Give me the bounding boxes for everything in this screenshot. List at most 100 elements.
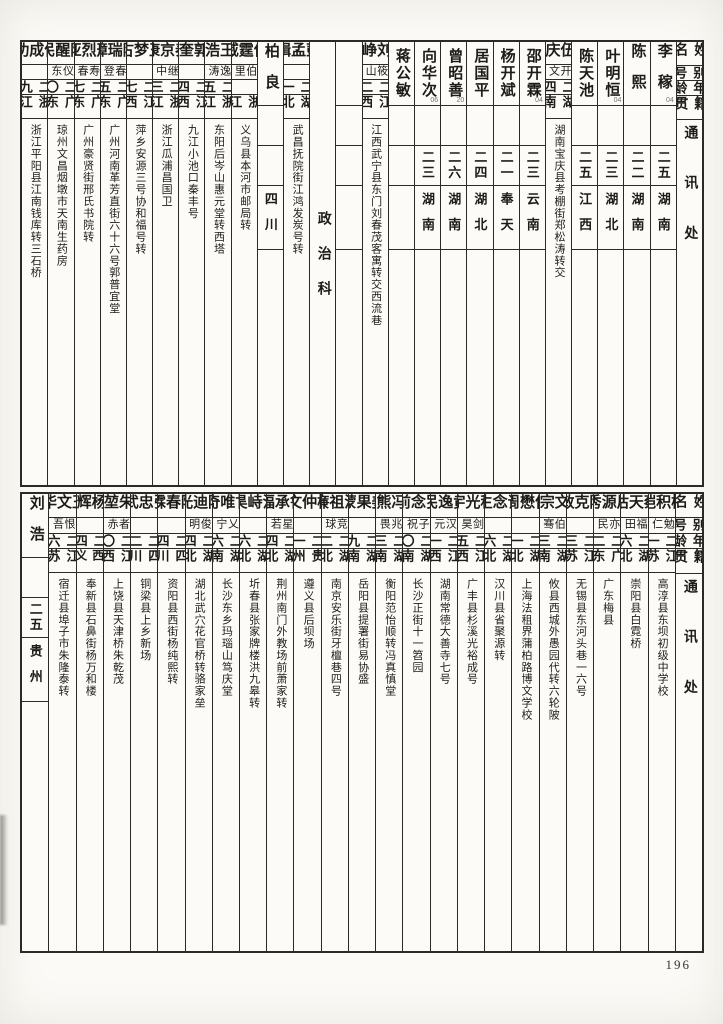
alias-cell: 者赤: [103, 518, 131, 534]
person-native-place: 湖南: [348, 548, 376, 574]
empty-cell: [336, 186, 362, 250]
person-address: 湖南宝庆县考棚街郑松涛转交: [552, 123, 565, 279]
person-alias: 亦民: [596, 518, 620, 531]
header-name-label: 姓名: [675, 494, 702, 519]
person-age: 二六: [485, 533, 512, 549]
person-age: 二四: [545, 80, 572, 96]
person-native-place: 湖北: [485, 548, 512, 574]
person-column: 陈瑞璋春登二五广东广州河南革芳直街六十六号郭普宜堂: [99, 42, 126, 485]
alias-cell: 汉元: [430, 518, 457, 534]
person-age: 二四: [179, 80, 205, 96]
age-cell: 二三: [539, 534, 566, 549]
person-name: 杨辉: [76, 494, 103, 519]
person-address: 铜梁县上乡新场: [138, 578, 151, 662]
person-native-place: 浙江: [153, 95, 179, 119]
address-cell: [467, 250, 492, 485]
person-alias: 恨吾: [51, 518, 76, 531]
name-cell: 邢烈亚: [74, 42, 100, 66]
name-cell: 郭奎: [179, 42, 205, 66]
age-cell: 二五: [572, 146, 598, 186]
person-age: 二二: [629, 150, 645, 181]
name-cell: 何霆威: [231, 42, 257, 66]
alias-cell: 筱山: [362, 65, 388, 81]
age-cell: 二六: [441, 146, 467, 186]
person-address: 广丰县杉溪光裕成号: [465, 578, 478, 685]
person-column: 程光宇剑昊二五江西广丰县杉溪光裕成号: [456, 494, 485, 951]
address-cell: 崇阳县白霓桥: [621, 573, 647, 951]
native-cell: 广东: [100, 95, 126, 119]
person-alias: 福田: [623, 518, 647, 531]
person-name: 李稼: [655, 42, 672, 105]
person-address: 无锡县东河头巷一六号: [574, 578, 587, 697]
person-address: 江西武宁县东门刘春茂客寓转交西流巷: [369, 123, 382, 326]
name-cell: 王浩: [205, 42, 231, 66]
person-alias: 仪东: [49, 65, 74, 78]
name-cell: 向华次 06: [414, 42, 441, 106]
person-column: 伍庆 开文 二四 湖南 湖南宝庆县考棚街郑松涛转交: [544, 42, 572, 485]
person-native-place: 湖南: [545, 95, 572, 119]
person-name: 曾昭善: [446, 48, 463, 99]
alias-cell: [485, 518, 512, 534]
person-native-place: 贵州: [294, 548, 321, 574]
person-column: 陈春霖二四四川资阳县西街杨纯熙转: [157, 494, 185, 951]
person-name: 何懋周: [512, 494, 538, 511]
alias-cell: [598, 106, 624, 146]
person-address: 南京安乐街牙檀巷四号: [329, 578, 342, 697]
name-cell: 刘峥: [362, 42, 388, 66]
native-cell: 湖北: [467, 186, 493, 250]
name-cell: 柏良: [257, 42, 283, 106]
person-name: 陈瑞璋: [101, 42, 126, 59]
name-cell: 洪峙昊: [240, 494, 267, 519]
person-age: 二二: [321, 533, 348, 549]
age-cell: 二六: [49, 534, 76, 549]
address-cell: 铜梁县上乡新场: [131, 573, 157, 951]
address-cell: 高淳县东坝初级中学校: [649, 573, 675, 951]
alias-cell: [22, 65, 48, 81]
person-age: 二四: [158, 533, 185, 549]
person-address: 上海法租界蒲柏路博文学校: [519, 578, 532, 721]
alias-cell: 俊明: [185, 518, 212, 534]
address-cell: 萍乡安源三号协和福号转: [127, 119, 152, 485]
alias-cell: [441, 106, 467, 146]
person-column: 陈迪光俊明二四湖北湖北武穴花官桥转骆家垒: [184, 494, 212, 951]
person-name: 周源秀: [594, 494, 620, 511]
age-cell: 二四: [267, 534, 294, 549]
person-age: 二三: [420, 150, 436, 181]
age-cell: 二一: [284, 80, 310, 96]
native-cell: 江西: [103, 549, 131, 574]
person-age: 二四: [472, 150, 488, 181]
header-alias-cell: 别号: [675, 518, 702, 534]
age-cell: 二七: [74, 80, 100, 96]
person-address: 九江小池口秦丰号: [186, 123, 199, 219]
person-column: 姜果蒙二九湖南岳阳县提署街易协盛: [347, 494, 376, 951]
alias-cell: [240, 518, 267, 534]
person-native-place: 浙江: [22, 95, 48, 119]
name-cell: 文宗: [539, 494, 566, 519]
person-address: 高淳县东坝初级中学校: [656, 578, 669, 697]
person-column: 甘唯奇乂宁二六湖南长沙东乡玛瑙山笃庆堂: [211, 494, 240, 951]
person-alias: 开文: [547, 65, 572, 78]
person-column: 向华次 06 二三 湖南: [413, 42, 441, 485]
name-cell: 杨积恺: [648, 494, 675, 519]
person-native-place: 四川: [158, 548, 185, 574]
address-cell: [651, 250, 676, 485]
person-column: 王文华恨吾二六江苏宿迁县埠子市朱隆泰转: [48, 494, 76, 951]
alias-cell: 伯骞: [539, 518, 566, 534]
name-annotation-mark: 04: [666, 97, 674, 104]
name-cell: 张忠武: [131, 494, 158, 519]
name-cell: 叶明恒 04: [598, 42, 624, 106]
person-column: 彭孟缉二一湖北武昌抚院街江鸿发炭号转: [283, 42, 310, 485]
person-alias: 伯里: [233, 65, 257, 78]
person-native-place: 湖北: [621, 548, 648, 574]
person-name: 柏良: [262, 42, 279, 105]
age-cell: 二〇: [103, 534, 131, 549]
age-cell: 二五: [457, 534, 485, 549]
native-cell: 贵州: [22, 638, 49, 702]
alias-cell: [572, 106, 598, 146]
alias-cell: [493, 106, 519, 146]
person-column: 何懋周二一湖北上海法租界蒲柏路博文学校: [511, 494, 539, 951]
address-cell: 南京安乐街牙檀巷四号: [322, 573, 348, 951]
person-age: 二二: [362, 80, 388, 96]
person-native-place: 湖北: [321, 548, 348, 574]
age-cell: 二五: [100, 80, 126, 96]
